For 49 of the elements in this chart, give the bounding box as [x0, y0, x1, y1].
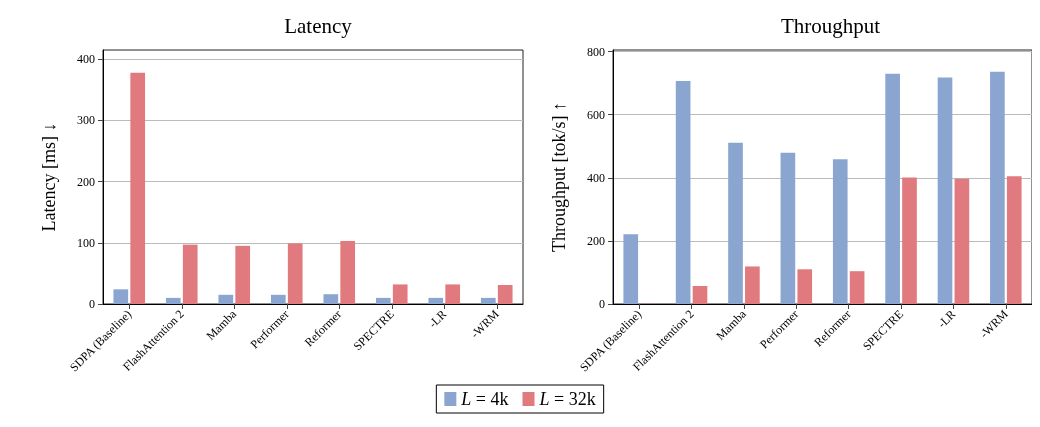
bar — [218, 294, 234, 304]
legend-label: L = 32k — [538, 389, 596, 409]
bar — [954, 178, 970, 304]
bar — [235, 245, 251, 304]
bar — [745, 266, 760, 304]
y-tick-label: 100 — [77, 235, 95, 250]
bar — [885, 73, 900, 304]
bar — [1006, 176, 1022, 304]
bar — [270, 294, 286, 304]
y-axis-title: Latency [ms] ↓ — [39, 122, 59, 232]
bar — [990, 71, 1005, 304]
bar — [780, 152, 796, 304]
y-tick-label: 400 — [587, 170, 605, 185]
y-tick-label: 300 — [77, 113, 95, 128]
bar — [937, 77, 953, 304]
bar — [375, 297, 391, 304]
bar — [797, 269, 813, 304]
y-tick-label: 800 — [587, 44, 605, 59]
legend-label: L = 4k — [460, 389, 509, 409]
y-tick-label: 0 — [89, 297, 95, 311]
bar — [480, 297, 496, 304]
x-tick-label: -LR — [425, 307, 450, 331]
y-tick-label: 400 — [77, 52, 95, 67]
bar — [428, 297, 444, 304]
bar — [323, 294, 339, 304]
bar — [165, 297, 181, 304]
x-tick-label: -LR — [934, 307, 959, 331]
bar — [392, 284, 408, 304]
bar — [849, 271, 865, 304]
bar — [728, 142, 743, 304]
bar — [623, 234, 639, 304]
bar — [340, 240, 356, 304]
bar — [902, 177, 917, 304]
bar — [130, 72, 146, 304]
y-tick-label: 0 — [599, 297, 605, 311]
bar — [692, 286, 708, 304]
y-tick-label: 600 — [587, 107, 605, 122]
bar — [497, 285, 513, 304]
bar — [113, 289, 129, 304]
bar — [287, 243, 303, 304]
chart-title: Latency — [284, 13, 353, 38]
y-tick-label: 200 — [587, 233, 605, 248]
chart-title: Throughput — [780, 13, 881, 38]
y-axis-title: Throughput [tok/s] ↑ — [549, 102, 569, 252]
bar — [675, 80, 691, 304]
bar — [445, 284, 461, 304]
bar — [182, 244, 198, 304]
bar — [832, 159, 848, 304]
y-tick-label: 200 — [77, 174, 95, 189]
